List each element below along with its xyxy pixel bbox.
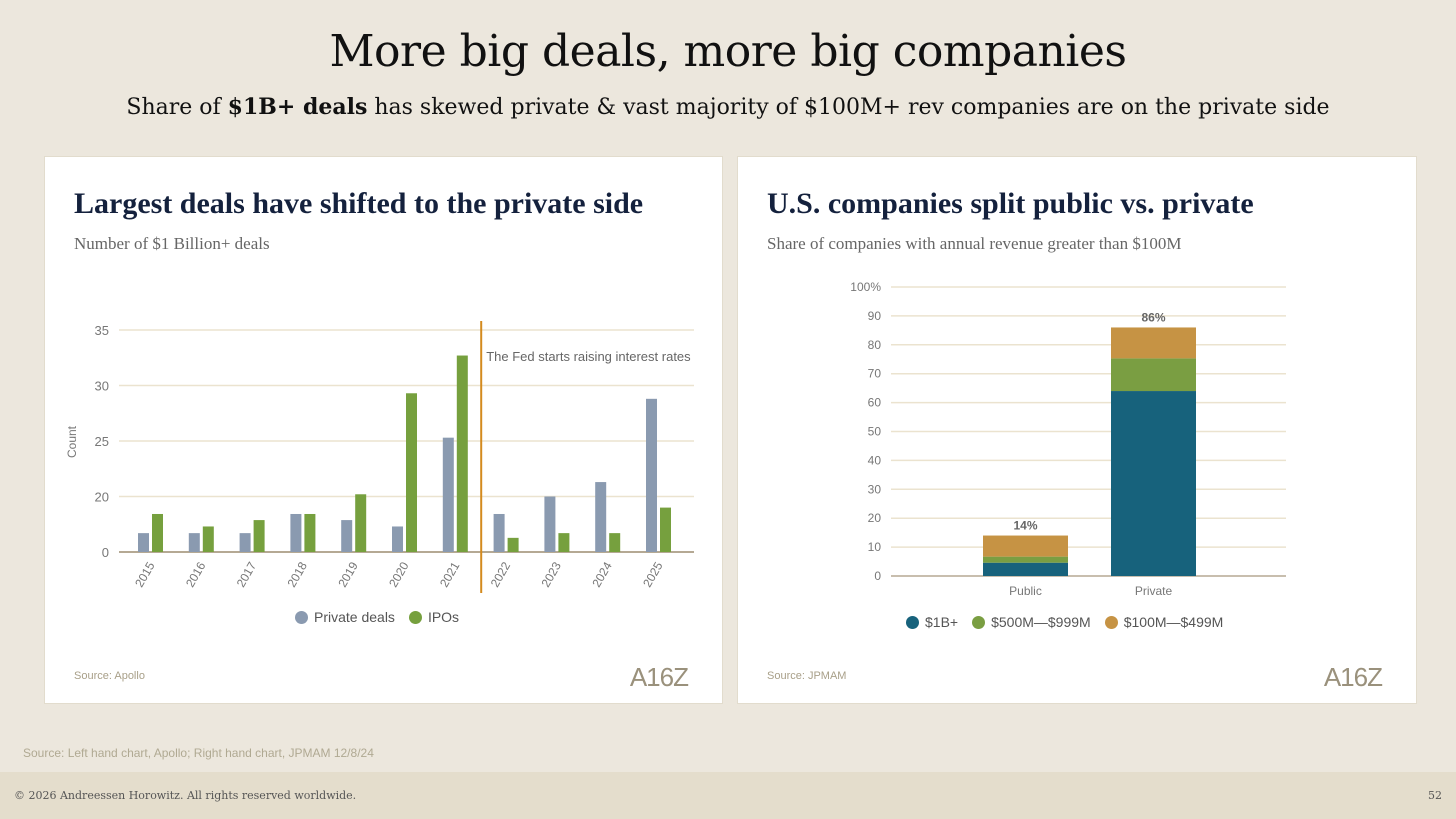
x-tick-label: 2015 (132, 559, 158, 589)
bar-ipos-2018 (304, 513, 316, 552)
y-tick-label: 0 (102, 545, 109, 560)
legend-500m: $500M—$999M (972, 614, 1091, 630)
bar-private-2021 (442, 437, 454, 552)
y-tick-label: 40 (868, 453, 882, 467)
total-label: 14% (1013, 519, 1037, 533)
copyright: © 2026 Andreessen Horowitz. All rights r… (14, 789, 357, 802)
companies-stacked-chart: 0 10 20 30 40 50 60 70 80 90 100% 14% Public 86% Priva… (850, 280, 1286, 598)
bar-ipos-2025 (660, 507, 671, 552)
legend-1b: $1B+ (906, 614, 958, 630)
bar-ipos-2023 (558, 533, 570, 552)
bar-ipos-2024 (609, 533, 621, 552)
subtitle-text: Share of (126, 95, 228, 120)
bar-private-2024 (595, 482, 607, 552)
chart-subtitle: Share of companies with annual revenue g… (767, 234, 1182, 253)
x-tick-label: 2017 (234, 559, 260, 589)
legend-label: Private deals (314, 609, 395, 625)
x-tick-label: 2021 (437, 559, 463, 589)
bar-segment-private-0 (1111, 391, 1196, 576)
y-tick-label: 30 (868, 482, 882, 496)
bar-ipos-2021 (456, 355, 468, 552)
y-tick-label: 20 (95, 490, 109, 505)
legend-ipos: IPOs (408, 609, 460, 625)
left-chart-card: Largest deals have shifted to the privat… (44, 156, 723, 704)
chart-title: U.S. companies split public vs. private (767, 187, 1254, 220)
bar-ipos-2017 (253, 520, 265, 552)
bar-segment-public-0 (983, 562, 1068, 576)
bar-ipos-2022 (507, 537, 519, 552)
y-tick-label: 70 (868, 367, 882, 381)
legend-swatch (1104, 616, 1118, 629)
subtitle-bold: $1B+ deals (227, 94, 368, 120)
legend-label: IPOs (427, 609, 460, 625)
y-tick-label: 50 (868, 425, 882, 439)
y-tick-label: 90 (868, 309, 882, 323)
subtitle-text: has skewed private & vast majority of $1… (367, 95, 1330, 120)
legend-private: Private deals (295, 609, 395, 625)
chart-legend: $1B+ $500M—$999M $100M—$499M (906, 614, 1223, 630)
bar-private-2018 (290, 513, 302, 552)
chart-legend: Private deals IPOs (295, 609, 459, 625)
legend-swatch (972, 616, 986, 629)
slide-subtitle: Share of $1B+ deals has skewed private &… (0, 94, 1456, 120)
x-tick-label: 2024 (589, 559, 615, 589)
bar-private-2025 (646, 398, 657, 552)
a16z-logo: A16Z (629, 662, 689, 692)
right-chart-card: U.S. companies split public vs. private … (737, 156, 1417, 704)
x-tick-label: Public (1009, 584, 1042, 598)
y-tick-label: 100% (850, 280, 881, 294)
bar-private-2023 (544, 496, 556, 552)
x-tick-label: Private (1135, 584, 1173, 598)
footer-bar: © 2026 Andreessen Horowitz. All rights r… (0, 772, 1456, 819)
bar-private-2022 (493, 513, 505, 552)
bar-segment-private-2 (1111, 327, 1196, 359)
y-tick-label: 25 (95, 434, 109, 449)
bar-segment-public-1 (983, 556, 1068, 563)
bar-segment-public-2 (983, 535, 1068, 557)
slide-source: Source: Left hand chart, Apollo; Right h… (23, 746, 374, 760)
y-tick-label: 10 (868, 540, 882, 554)
x-tick-label: 2023 (539, 559, 565, 589)
chart-source: Source: Apollo (74, 670, 145, 682)
x-tick-label: 2022 (488, 559, 514, 589)
y-tick-label: 20 (868, 511, 882, 525)
bar-ipos-2019 (355, 494, 367, 552)
chart-title: Largest deals have shifted to the privat… (74, 187, 644, 220)
y-tick-label: 30 (95, 379, 109, 394)
legend-swatch (906, 616, 919, 629)
a16z-logo: A16Z (1323, 662, 1383, 692)
legend-swatch (408, 611, 422, 624)
legend-label: $500M—$999M (991, 614, 1091, 630)
bar-private-2019 (341, 520, 353, 552)
legend-label: $100M—$499M (1123, 614, 1224, 630)
x-tick-label: 2016 (183, 559, 209, 589)
bar-ipos-2020 (406, 393, 417, 552)
fed-annotation-text: The Fed starts raising interest rates (486, 349, 691, 364)
bar-segment-private-1 (1111, 358, 1196, 392)
bar-private-2015 (138, 533, 149, 552)
x-tick-label: 2018 (285, 559, 311, 589)
y-tick-label: 0 (874, 569, 881, 583)
page-number: 52 (1428, 789, 1442, 802)
chart-subtitle: Number of $1 Billion+ deals (74, 234, 270, 253)
x-tick-label: 2020 (386, 559, 412, 589)
legend-swatch (295, 611, 308, 624)
total-label: 86% (1141, 310, 1165, 324)
chart-source: Source: JPMAM (767, 670, 847, 682)
legend-100m: $100M—$499M (1104, 614, 1224, 630)
x-tick-label: 2019 (335, 559, 361, 589)
bar-private-2020 (392, 526, 403, 552)
bar-private-2016 (188, 533, 200, 552)
bar-ipos-2016 (202, 526, 214, 552)
slide-title: More big deals, more big companies (329, 26, 1128, 77)
y-tick-label: 35 (95, 323, 109, 338)
y-tick-label: 60 (868, 396, 882, 410)
x-tick-label: 2025 (640, 559, 666, 589)
y-tick-label: 80 (868, 338, 882, 352)
bar-private-2017 (239, 533, 251, 552)
y-axis-label: Count (65, 425, 79, 458)
bar-ipos-2015 (152, 513, 163, 552)
legend-label: $1B+ (925, 614, 959, 630)
